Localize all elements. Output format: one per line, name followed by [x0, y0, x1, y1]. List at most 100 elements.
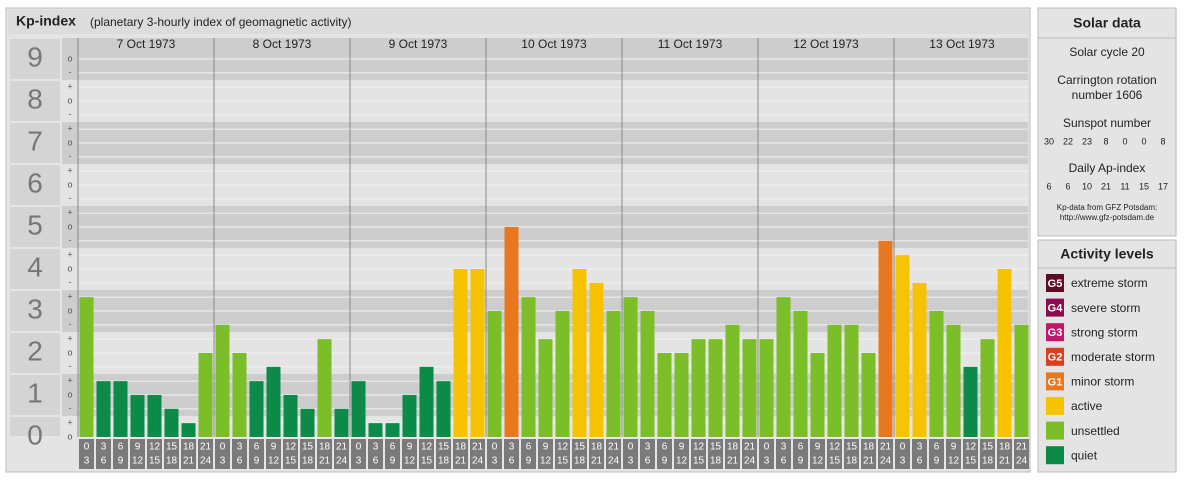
bar [215, 324, 230, 437]
time-end: 21 [319, 456, 331, 467]
time-cell [283, 439, 298, 469]
time-start: 6 [118, 442, 124, 453]
legend-code: G5 [1048, 278, 1063, 290]
bar [623, 297, 638, 437]
time-start: 3 [509, 442, 515, 453]
time-start: 12 [829, 442, 841, 453]
bar [232, 353, 247, 437]
bar [538, 339, 553, 437]
time-start: 21 [472, 442, 484, 453]
time-cell [946, 439, 961, 469]
time-start: 21 [608, 442, 620, 453]
time-start: 12 [965, 442, 977, 453]
ap-value: 21 [1101, 181, 1111, 191]
y-axis-cell [10, 207, 60, 247]
day-label: 9 Oct 1973 [389, 37, 448, 51]
time-start: 0 [220, 442, 226, 453]
sunspot-title: Sunspot number [1063, 116, 1151, 130]
y-axis-cell [10, 39, 60, 79]
y-minor-label: o [67, 431, 72, 441]
time-end: 3 [628, 456, 634, 467]
bar [572, 269, 587, 437]
time-cell [589, 439, 604, 469]
time-end: 15 [149, 456, 161, 467]
time-cell [385, 439, 400, 469]
ap-value: 11 [1120, 181, 1129, 191]
time-end: 15 [557, 456, 569, 467]
time-end: 21 [455, 456, 467, 467]
y-minor-label: + [67, 124, 72, 134]
time-start: 0 [628, 442, 634, 453]
time-start: 18 [455, 442, 467, 453]
time-cell [929, 439, 944, 469]
legend-label: extreme storm [1071, 276, 1148, 290]
time-cell [674, 439, 689, 469]
time-end: 21 [727, 456, 739, 467]
day-label: 10 Oct 1973 [521, 37, 587, 51]
time-cell [334, 439, 349, 469]
bar [436, 381, 451, 437]
time-cell [538, 439, 553, 469]
time-end: 21 [863, 456, 875, 467]
day-label: 8 Oct 1973 [253, 37, 312, 51]
legend-label: minor storm [1071, 375, 1134, 389]
time-end: 6 [509, 456, 515, 467]
time-cell [113, 439, 128, 469]
bar [96, 381, 111, 437]
bar [657, 353, 672, 437]
time-cell [130, 439, 145, 469]
time-end: 15 [693, 456, 705, 467]
bar [895, 255, 910, 437]
time-cell [402, 439, 417, 469]
y-tick-label: 1 [27, 377, 43, 408]
bar [963, 366, 978, 437]
time-start: 18 [183, 442, 195, 453]
time-start: 18 [319, 442, 331, 453]
time-start: 12 [557, 442, 569, 453]
time-cell [317, 439, 332, 469]
time-end: 6 [237, 456, 243, 467]
time-end: 18 [846, 456, 858, 467]
bar [147, 395, 162, 437]
title-bar [8, 10, 1028, 34]
bar [691, 339, 706, 437]
time-end: 18 [574, 456, 586, 467]
time-end: 9 [118, 456, 124, 467]
time-cell [164, 439, 179, 469]
bar [674, 353, 689, 437]
time-cell [895, 439, 910, 469]
time-end: 12 [812, 456, 824, 467]
time-cell [147, 439, 162, 469]
bar [912, 282, 927, 437]
time-start: 0 [900, 442, 906, 453]
time-cell [725, 439, 740, 469]
time-end: 12 [676, 456, 688, 467]
bar [980, 339, 995, 437]
time-cell [606, 439, 621, 469]
time-cell [1014, 439, 1029, 469]
time-end: 3 [84, 456, 90, 467]
y-minor-label: o [67, 305, 72, 315]
solar-panel [1037, 7, 1177, 237]
time-cell [827, 439, 842, 469]
bar [521, 297, 536, 437]
bar [861, 353, 876, 437]
bar [402, 395, 417, 437]
time-start: 12 [149, 442, 161, 453]
time-end: 3 [220, 456, 226, 467]
bar [759, 339, 774, 437]
time-start: 0 [492, 442, 498, 453]
y-minor-label: + [67, 208, 72, 218]
y-tick-label: 3 [27, 293, 43, 324]
sunspot-number: 23 [1082, 136, 1092, 146]
bar [776, 297, 791, 437]
time-cell [912, 439, 927, 469]
y-minor-label: o [67, 137, 72, 147]
y-minor-label: o [67, 263, 72, 273]
time-end: 9 [798, 456, 804, 467]
ap-value: 10 [1082, 181, 1092, 191]
time-end: 9 [662, 456, 668, 467]
time-cell [810, 439, 825, 469]
time-cell [249, 439, 264, 469]
